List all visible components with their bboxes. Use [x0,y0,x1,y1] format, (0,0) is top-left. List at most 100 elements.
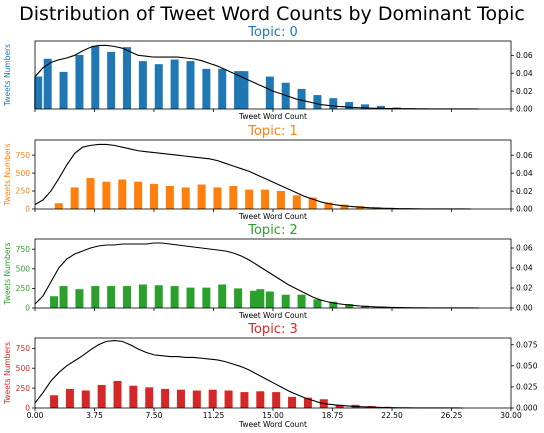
bar-topic-1-5 [134,181,143,209]
bar-topic-0-11 [202,68,211,109]
bar-topic-0-1 [43,58,52,109]
bar-topic-1-15 [292,195,301,209]
y-axis-label-topic-3: Tweets Numbers [3,342,12,405]
bar-topic-0-15 [265,76,274,109]
bar-topic-3-6 [145,387,154,408]
bar-topic-0-14 [240,71,249,109]
y-tick-label-topic-1-2: 500 [16,169,31,178]
bar-topic-0-20 [345,102,354,109]
bar-topic-3-10 [208,389,217,408]
bar-topic-1-8 [181,187,190,209]
bar-topic-0-18 [313,95,322,109]
x-tick-label-6: 22.50 [381,411,403,420]
bar-topic-1-9 [197,184,206,209]
density-line-topic-0 [34,44,480,110]
bar-topic-1-18 [340,204,349,209]
x-axis-label-topic-2: Tweet Word Count [238,311,307,320]
y2-tick-label-topic-0-0: 0.00 [516,105,533,114]
y2-tick-label-topic-2-3: 0.06 [516,244,533,253]
x-axis-label-topic-1: Tweet Word Count [238,212,307,221]
bar-topic-0-4 [91,45,100,109]
bar-topic-0-2 [59,71,68,109]
bar-topic-0-22 [376,105,385,109]
bar-topic-2-3 [91,286,100,308]
y-tick-label-topic-1-1: 250 [16,187,31,196]
x-tick-label-8: 30.00 [500,411,522,420]
bar-topic-0-21 [361,104,370,109]
bar-topic-1-16 [308,197,317,209]
bar-topic-1-13 [261,189,270,209]
bar-topic-2-19 [329,301,338,308]
bar-topic-0-5 [107,51,116,109]
bar-topic-2-18 [313,299,322,309]
bar-topic-2-14 [256,289,265,308]
bar-topic-3-15 [288,396,297,408]
bar-topic-0-3 [75,54,84,109]
y2-tick-label-topic-2-1: 0.02 [516,284,533,293]
bar-topic-0-7 [138,61,147,109]
bar-topic-1-3 [102,181,111,209]
bar-topic-0-13 [234,71,243,109]
bar-topic-3-13 [256,391,265,408]
bar-topic-0-6 [123,47,132,109]
y2-tick-label-topic-0-1: 0.02 [516,87,533,96]
y-tick-label-topic-2-3: 750 [16,245,31,254]
y2-tick-label-topic-0-3: 0.06 [516,51,533,60]
y-tick-label-topic-2-0: 0 [25,304,30,313]
y-axis-label-topic-2: Tweets Numbers [3,242,12,305]
panel-title-topic-1: Topic: 1 [247,124,297,139]
bar-topic-1-10 [213,187,222,209]
y-axis-label-topic-0: Tweets Numbers [3,44,12,107]
x-tick-label-3: 11.25 [203,411,225,420]
bar-topic-2-8 [170,286,179,308]
bar-topic-2-1 [59,286,68,308]
y-tick-label-topic-3-1: 250 [16,384,31,393]
bar-topic-3-12 [240,392,249,408]
bar-topic-3-2 [81,390,90,408]
y-tick-label-topic-3-2: 500 [16,364,31,373]
y-tick-label-topic-3-3: 750 [16,344,31,353]
panel-title-topic-3: Topic: 3 [247,322,297,337]
bar-topic-1-7 [165,186,174,209]
y2-tick-label-topic-3-2: 0.050 [516,362,538,371]
y-tick-label-topic-2-1: 250 [16,284,31,293]
y-tick-label-topic-1-0: 0 [25,205,30,214]
x-tick-label-2: 7.50 [146,411,163,420]
bar-topic-1-2 [86,178,95,209]
bar-topic-3-3 [97,384,106,408]
bar-topic-0-10 [186,61,195,109]
bar-topic-3-1 [65,388,74,408]
y-tick-label-topic-2-2: 500 [16,264,31,273]
chart-title: Distribution of Tweet Word Counts by Dom… [19,3,525,25]
y2-tick-label-topic-2-2: 0.04 [516,264,533,273]
bar-topic-2-20 [345,304,354,308]
bar-topic-0-8 [154,64,163,109]
bar-topic-2-13 [249,290,258,308]
y2-tick-label-topic-3-0: 0.000 [516,404,538,413]
y-tick-label-topic-3-0: 0 [25,404,30,413]
bar-topic-0-19 [329,98,338,109]
bar-topic-2-5 [123,286,132,308]
bar-topic-3-11 [224,390,233,408]
bar-topic-1-14 [276,191,285,209]
y-axis-label-topic-1: Tweets Numbers [3,143,12,206]
bar-topic-2-6 [138,284,147,308]
x-tick-label-4: 15.00 [262,411,284,420]
bar-topic-2-9 [186,287,195,308]
y2-tick-label-topic-1-2: 0.04 [516,169,533,178]
x-tick-label-7: 26.25 [441,411,463,420]
x-tick-label-1: 3.75 [86,411,103,420]
bar-topic-3-0 [50,395,59,408]
bar-topic-2-16 [281,294,290,308]
bar-topic-2-0 [50,296,59,308]
bar-topic-1-0 [54,203,63,209]
bar-topic-1-12 [245,189,254,209]
panel-title-topic-2: Topic: 2 [247,223,297,238]
bar-topic-0-9 [170,59,179,109]
bar-topic-2-10 [202,287,211,308]
bar-topic-3-7 [161,388,170,408]
bar-topic-1-11 [229,186,238,209]
y2-tick-label-topic-1-3: 0.06 [516,151,533,160]
